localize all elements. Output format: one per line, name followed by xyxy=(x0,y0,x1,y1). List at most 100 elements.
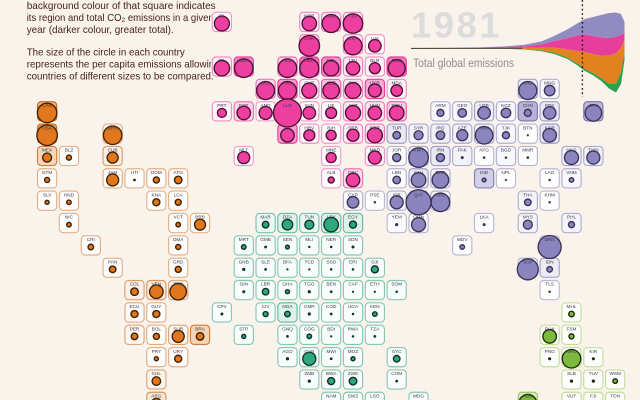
svg-text:LUX: LUX xyxy=(283,103,293,108)
svg-text:URY: URY xyxy=(173,349,184,354)
svg-text:COM: COM xyxy=(391,371,402,376)
svg-text:HRV: HRV xyxy=(304,125,315,130)
svg-text:CHL: CHL xyxy=(152,371,162,376)
svg-text:SRB: SRB xyxy=(348,125,358,130)
svg-text:SUR: SUR xyxy=(173,326,184,331)
svg-text:NER: NER xyxy=(326,237,337,242)
svg-text:PRK: PRK xyxy=(545,103,556,108)
svg-text:SLE: SLE xyxy=(261,259,270,264)
svg-text:SLB: SLB xyxy=(567,371,576,376)
svg-text:SAU: SAU xyxy=(414,170,424,175)
svg-text:USA: USA xyxy=(42,125,53,130)
svg-text:GNB: GNB xyxy=(239,259,249,264)
svg-text:SGP: SGP xyxy=(523,259,533,264)
svg-text:BGR: BGR xyxy=(370,125,381,130)
svg-text:ECU: ECU xyxy=(130,304,141,309)
svg-text:countries of different sizes t: countries of different sizes to be compa… xyxy=(27,72,214,83)
svg-text:ARM: ARM xyxy=(435,103,446,108)
svg-text:NLD: NLD xyxy=(283,58,293,63)
svg-text:BTN: BTN xyxy=(523,125,532,130)
svg-text:MWI: MWI xyxy=(326,349,336,354)
svg-text:HND: HND xyxy=(64,192,75,197)
svg-text:BEN: BEN xyxy=(326,282,336,287)
svg-text:MAR: MAR xyxy=(260,215,271,220)
svg-text:EST: EST xyxy=(348,36,357,41)
svg-text:ZMB: ZMB xyxy=(304,371,314,376)
svg-text:CZE: CZE xyxy=(326,81,335,86)
svg-text:HUN: HUN xyxy=(370,103,380,108)
svg-text:SYR: SYR xyxy=(414,125,424,130)
svg-text:MLI: MLI xyxy=(305,237,313,242)
svg-text:FJI: FJI xyxy=(590,393,597,398)
svg-text:TJK: TJK xyxy=(502,125,511,130)
svg-text:represents the per capita emis: represents the per capita emissions allo… xyxy=(27,60,220,71)
svg-text:its region and total CO₂ emiss: its region and total CO₂ emissions in a … xyxy=(27,13,214,24)
svg-text:KIR: KIR xyxy=(589,349,597,354)
svg-text:MRT: MRT xyxy=(239,237,249,242)
svg-text:MYS: MYS xyxy=(523,215,533,220)
svg-text:STP: STP xyxy=(239,326,248,331)
svg-text:YEM: YEM xyxy=(392,215,402,220)
svg-text:AUT: AUT xyxy=(348,103,358,108)
svg-text:MNE: MNE xyxy=(326,148,336,153)
svg-text:UZB: UZB xyxy=(479,103,488,108)
svg-text:PRY: PRY xyxy=(152,349,162,354)
svg-text:MEX: MEX xyxy=(42,148,53,153)
svg-text:background colour of that squa: background colour of that square indicat… xyxy=(27,1,216,12)
svg-text:BFA: BFA xyxy=(283,259,293,264)
svg-text:MNG: MNG xyxy=(544,81,555,86)
svg-text:IRL: IRL xyxy=(218,58,226,63)
svg-text:BEL: BEL xyxy=(261,81,270,86)
svg-text:LTU: LTU xyxy=(349,58,358,63)
svg-text:SWZ: SWZ xyxy=(348,393,359,398)
svg-text:BRN: BRN xyxy=(545,237,555,242)
svg-text:ISR: ISR xyxy=(393,192,401,197)
svg-text:TZA: TZA xyxy=(370,326,380,331)
svg-text:LIE: LIE xyxy=(328,103,335,108)
svg-text:BIH: BIH xyxy=(327,125,335,130)
svg-text:FRA: FRA xyxy=(283,81,293,86)
svg-text:DNK: DNK xyxy=(304,36,315,41)
svg-text:FSM: FSM xyxy=(567,326,577,331)
svg-text:HTI: HTI xyxy=(131,170,139,175)
svg-text:IRN: IRN xyxy=(436,148,444,153)
svg-text:CRI: CRI xyxy=(87,237,95,242)
svg-text:NGA: NGA xyxy=(282,304,293,309)
svg-text:ESP: ESP xyxy=(239,103,248,108)
svg-text:KGZ: KGZ xyxy=(501,103,511,108)
svg-text:BLR: BLR xyxy=(370,58,380,63)
svg-text:year (darker colour, greater t: year (darker colour, greater total). xyxy=(27,25,174,36)
svg-text:SWE: SWE xyxy=(326,14,337,19)
svg-text:FIN: FIN xyxy=(349,14,357,19)
svg-text:NRU: NRU xyxy=(566,349,577,354)
svg-text:BRB: BRB xyxy=(195,215,205,220)
svg-text:MDV: MDV xyxy=(457,237,468,242)
svg-text:NIC: NIC xyxy=(65,215,74,220)
svg-text:CMR: CMR xyxy=(304,304,315,309)
svg-text:RWA: RWA xyxy=(348,326,360,331)
svg-text:AFG: AFG xyxy=(479,148,489,153)
svg-text:ROU: ROU xyxy=(391,103,402,108)
svg-text:ATG: ATG xyxy=(174,170,184,175)
svg-text:IRQ: IRQ xyxy=(436,125,445,130)
svg-text:AZE: AZE xyxy=(458,125,467,130)
svg-text:BHR: BHR xyxy=(435,170,446,175)
svg-text:DOM: DOM xyxy=(151,170,162,175)
svg-text:PAN: PAN xyxy=(108,259,117,264)
svg-text:VUT: VUT xyxy=(567,393,577,398)
svg-text:SYC: SYC xyxy=(392,349,402,354)
svg-text:PSE: PSE xyxy=(370,192,379,197)
svg-text:ARG: ARG xyxy=(151,393,162,398)
svg-text:OMN: OMN xyxy=(413,215,424,220)
svg-text:BWA: BWA xyxy=(326,371,337,376)
svg-text:AGO: AGO xyxy=(282,349,293,354)
svg-text:CIV: CIV xyxy=(262,304,271,309)
svg-text:PHL: PHL xyxy=(567,215,577,220)
svg-text:COL: COL xyxy=(130,282,140,287)
svg-text:PNG: PNG xyxy=(545,349,556,354)
svg-text:TKM: TKM xyxy=(479,125,489,130)
svg-text:CUB: CUB xyxy=(108,148,118,153)
svg-text:WSM: WSM xyxy=(609,371,621,376)
svg-text:DZA: DZA xyxy=(283,215,293,220)
svg-text:RUS: RUS xyxy=(392,58,402,63)
